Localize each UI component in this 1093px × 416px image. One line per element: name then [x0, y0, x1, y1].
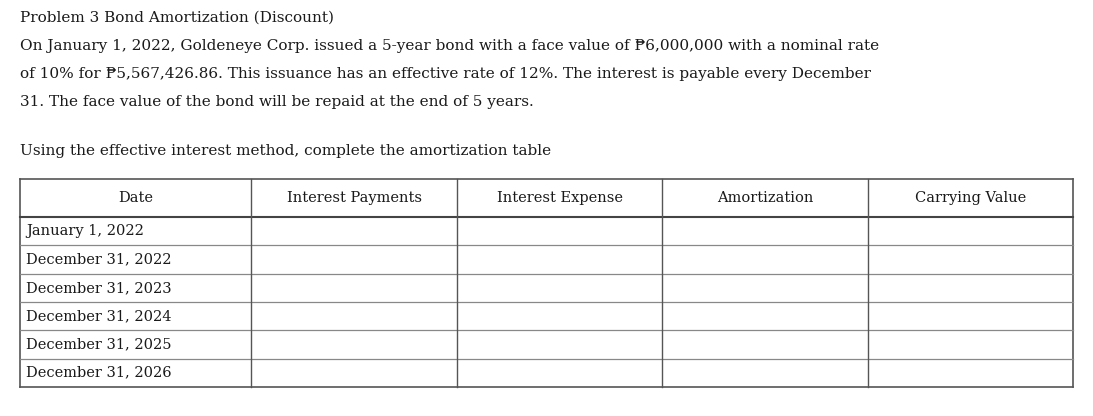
Text: December 31, 2022: December 31, 2022 [26, 253, 172, 267]
Text: Date: Date [118, 191, 153, 205]
Text: Problem 3 Bond Amortization (Discount): Problem 3 Bond Amortization (Discount) [20, 10, 333, 25]
Text: December 31, 2026: December 31, 2026 [26, 366, 172, 380]
Text: Using the effective interest method, complete the amortization table: Using the effective interest method, com… [20, 144, 551, 158]
Text: 31. The face value of the bond will be repaid at the end of 5 years.: 31. The face value of the bond will be r… [20, 95, 533, 109]
Text: of 10% for ₱5,567,426.86. This issuance has an effective rate of 12%. The intere: of 10% for ₱5,567,426.86. This issuance … [20, 67, 871, 81]
Text: Interest Payments: Interest Payments [286, 191, 422, 205]
Text: On January 1, 2022, Goldeneye Corp. issued a 5-year bond with a face value of ₱6: On January 1, 2022, Goldeneye Corp. issu… [20, 39, 879, 53]
Text: December 31, 2023: December 31, 2023 [26, 281, 172, 295]
Text: Interest Expense: Interest Expense [496, 191, 623, 205]
Text: Amortization: Amortization [717, 191, 813, 205]
Text: January 1, 2022: January 1, 2022 [26, 224, 144, 238]
Text: December 31, 2025: December 31, 2025 [26, 337, 172, 352]
Text: Carrying Value: Carrying Value [915, 191, 1026, 205]
Text: December 31, 2024: December 31, 2024 [26, 309, 172, 323]
